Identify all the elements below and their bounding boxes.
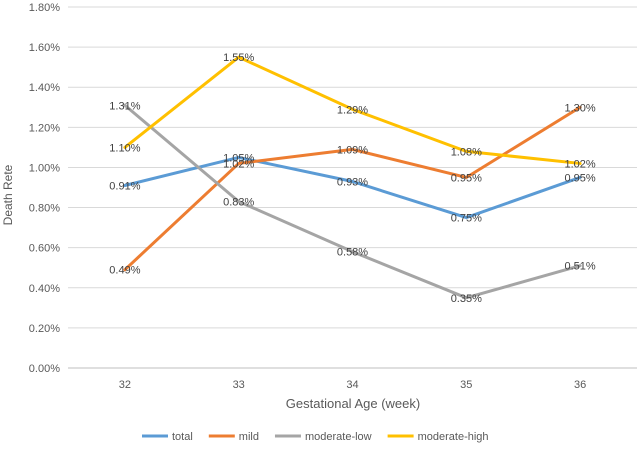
legend-label-total: total: [172, 431, 193, 443]
gridlines: [68, 6, 637, 369]
legend-label-moderate-high: moderate-high: [418, 431, 489, 443]
data-label-moderate-high: 1.08%: [451, 146, 482, 158]
data-label-moderate-high: 1.55%: [223, 52, 254, 64]
series-line-moderate-low: [123, 103, 582, 300]
data-label-moderate-low: 0.51%: [564, 261, 595, 273]
data-label-moderate-high: 1.29%: [337, 104, 368, 116]
y-tick-label: 1.80%: [29, 2, 60, 14]
data-label-moderate-high: 1.02%: [564, 158, 595, 170]
data-label-mild: 0.49%: [109, 265, 140, 277]
data-label-moderate-low: 1.31%: [109, 100, 140, 112]
data-label-total: 0.75%: [451, 213, 482, 225]
y-axis-label: Death Rete: [1, 164, 15, 225]
data-label-mild: 1.09%: [337, 144, 368, 156]
data-label-moderate-low: 0.83%: [223, 197, 254, 209]
data-label-moderate-low: 0.35%: [451, 293, 482, 305]
legend-label-moderate-low: moderate-low: [305, 431, 372, 443]
y-tick-label: 0.40%: [29, 283, 60, 295]
y-tick-label: 0.20%: [29, 323, 60, 335]
x-axis-label: Gestational Age (week): [286, 396, 420, 411]
y-tick-label: 0.60%: [29, 243, 60, 255]
series-line-total: [123, 155, 582, 220]
x-tick-label: 35: [460, 379, 472, 391]
legend: total mild moderate-low moderate-high: [142, 431, 489, 443]
series-line-moderate-high: [123, 55, 582, 165]
data-label-mild: 1.02%: [223, 158, 254, 170]
y-tick-label: 1.00%: [29, 162, 60, 174]
data-label-total: 0.95%: [564, 172, 595, 184]
legend-label-mild: mild: [239, 431, 259, 443]
y-tick-label: 1.40%: [29, 82, 60, 94]
data-label-total: 0.91%: [109, 180, 140, 192]
x-tick-label: 34: [346, 379, 358, 391]
data-label-mild: 0.95%: [451, 172, 482, 184]
x-tick-label: 36: [574, 379, 586, 391]
y-tick-label: 1.20%: [29, 122, 60, 134]
data-label-total: 1.05%: [223, 152, 254, 164]
x-tick-labels: 32 33 34 35 36: [119, 379, 586, 391]
data-label-total: 0.93%: [337, 176, 368, 188]
x-tick-label: 32: [119, 379, 131, 391]
data-label-mild: 1.30%: [564, 102, 595, 114]
x-tick-label: 33: [233, 379, 245, 391]
series-line-mild: [123, 105, 582, 272]
data-label-moderate-high: 1.10%: [109, 142, 140, 154]
y-tick-label: 1.60%: [29, 42, 60, 54]
data-labels: 0.91% 1.05% 0.93% 0.75% 0.95% 0.49% 1.02% 1.09%…: [109, 52, 596, 305]
y-tick-label: 0.00%: [29, 363, 60, 375]
y-tick-labels: 0.00% 0.20% 0.40% 0.60% 0.80% 1.00% 1.20% 1.40%…: [29, 2, 60, 375]
series-lines: [123, 55, 582, 300]
data-label-moderate-low: 0.58%: [337, 247, 368, 259]
y-tick-label: 0.80%: [29, 203, 60, 215]
